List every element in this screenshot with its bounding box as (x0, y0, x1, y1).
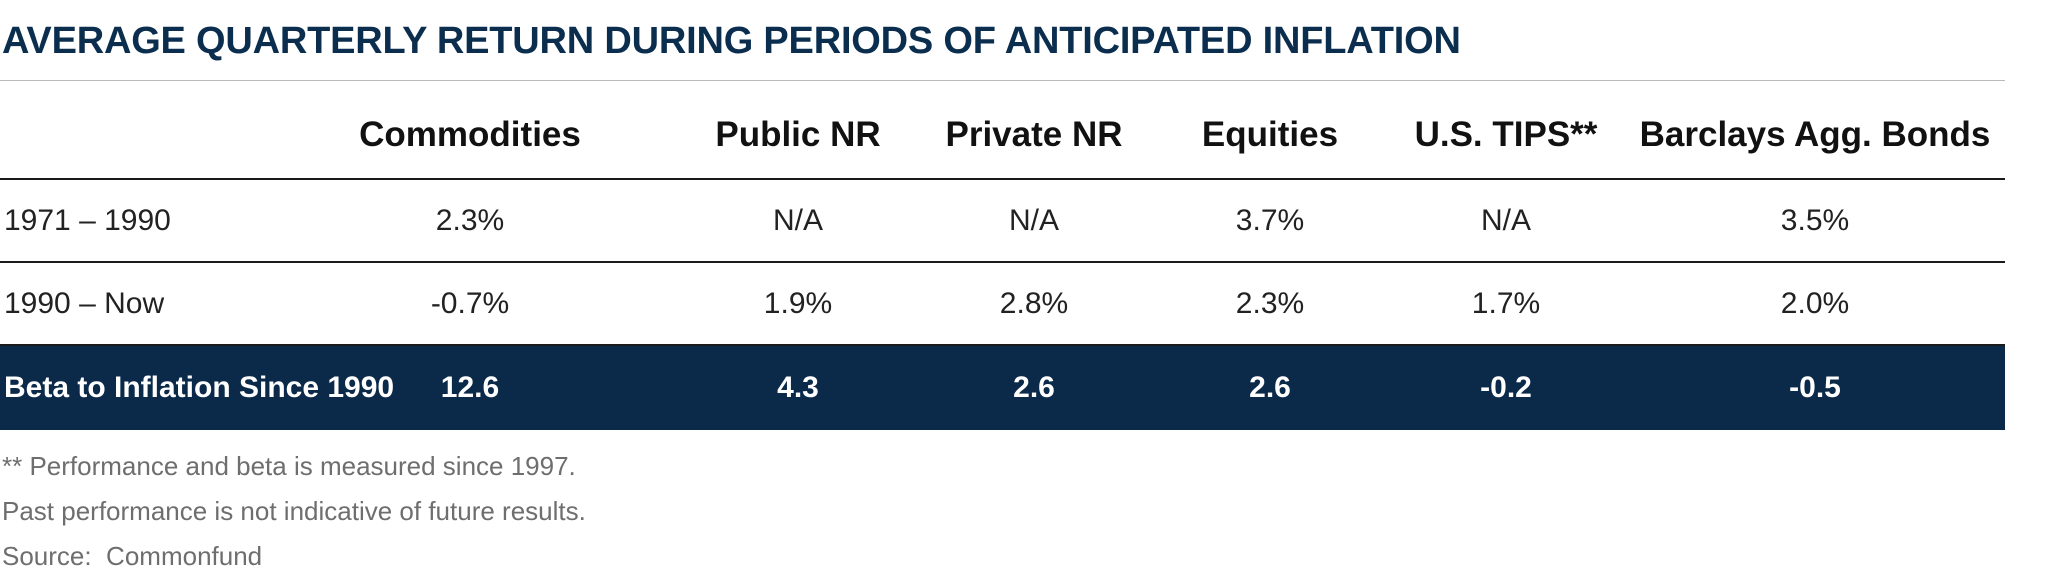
footnote-disclaimer: Past performance is not indicative of fu… (2, 496, 586, 526)
table-cell-public-nr: N/A (772, 203, 823, 237)
table-cell-public-nr: 4.3 (777, 371, 819, 404)
table-cell-equities: 3.7% (1235, 203, 1305, 237)
table-cell-public-nr: 1.9% (763, 286, 833, 320)
footnotes: ** Performance and beta is measured sinc… (2, 444, 586, 579)
table-cell-commodities: 12.6 (440, 371, 500, 404)
table-cell-commodities: -0.7% (430, 286, 510, 320)
table-cell-barclays-agg-bonds: -0.5 (1789, 371, 1841, 404)
row-label: 1990 – Now (4, 286, 165, 320)
column-header-us-tips: U.S. TIPS** (1414, 115, 1598, 154)
column-header-barclays-agg-bonds: Barclays Agg. Bonds (1639, 115, 1991, 154)
table-cell-equities: 2.3% (1235, 286, 1305, 320)
table-row-beta-to-inflation: Beta to Inflation Since 1990 12.6 4.3 2.… (0, 346, 2005, 430)
column-header-public-nr: Public NR (715, 115, 881, 154)
title-divider (0, 80, 2005, 81)
table-header-row: Commodities Public NR Private NR Equitie… (0, 82, 2005, 180)
table-cell-barclays-agg-bonds: 2.0% (1780, 286, 1850, 320)
table-cell-us-tips: N/A (1480, 203, 1531, 237)
table-cell-us-tips: -0.2 (1480, 371, 1532, 404)
table-cell-private-nr: N/A (1008, 203, 1059, 237)
header-label-cell (4, 82, 304, 178)
column-header-commodities: Commodities (359, 115, 581, 154)
footnote-source: Source: Commonfund (2, 541, 263, 571)
table-row-1971-1990: 1971 – 1990 2.3% N/A N/A 3.7% N/A 3.5% (0, 180, 2005, 263)
table-cell-private-nr: 2.6 (1013, 371, 1055, 404)
footnote-measurement: ** Performance and beta is measured sinc… (2, 451, 576, 481)
table-cell-commodities: 2.3% (435, 203, 505, 237)
page-title: AVERAGE QUARTERLY RETURN DURING PERIODS … (2, 20, 1461, 62)
column-header-equities: Equities (1201, 115, 1339, 154)
table-row-1990-now: 1990 – Now -0.7% 1.9% 2.8% 2.3% 1.7% 2.0… (0, 263, 2005, 346)
table-cell-barclays-agg-bonds: 3.5% (1780, 203, 1850, 237)
row-label: 1971 – 1990 (4, 203, 171, 237)
column-header-private-nr: Private NR (945, 115, 1123, 154)
row-label: Beta to Inflation Since 1990 (4, 371, 395, 404)
table-cell-private-nr: 2.8% (999, 286, 1069, 320)
returns-table: Commodities Public NR Private NR Equitie… (0, 82, 2005, 430)
table-cell-us-tips: 1.7% (1471, 286, 1541, 320)
table-cell-equities: 2.6 (1249, 371, 1291, 404)
